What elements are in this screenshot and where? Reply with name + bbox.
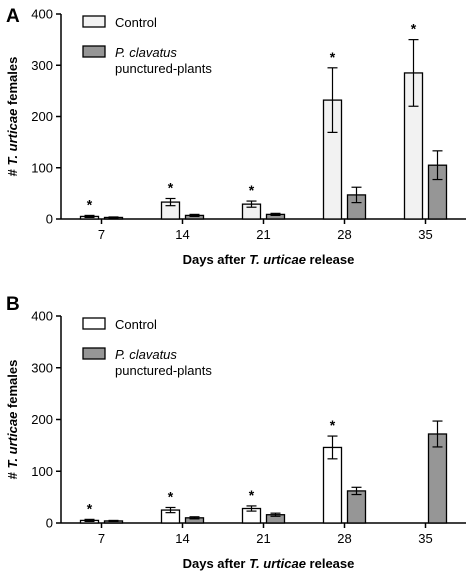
y-tick-label: 100 [31,464,53,479]
x-axis-title: Days after T. urticae release [183,252,355,267]
panel-label: B [6,294,20,315]
y-axis-title-part: T. urticae [5,109,20,166]
x-tick-label: 35 [418,531,432,546]
x-axis-title-part: T. urticae [249,252,306,267]
panel-label: A [6,6,20,27]
y-tick-label: 200 [31,412,53,427]
legend-label: P. clavatus [115,45,177,60]
significance-mark: * [330,49,336,65]
legend-swatch [82,317,106,330]
significance-mark: * [168,180,174,196]
panel-b: B 0 100 200 300 400 7 * 14 * 21 * 28 * 35 Days after T.… [5,294,466,571]
significance-mark: * [249,182,255,198]
bar-punctured [346,490,367,524]
significance-mark: * [249,487,255,503]
legend-label: Control [115,15,157,30]
y-tick-label: 200 [31,109,53,124]
y-tick-label: 300 [31,360,53,375]
x-axis-title-part: release [306,556,354,571]
y-tick-label: 300 [31,58,53,73]
y-axis-title-part: females [5,57,20,109]
significance-mark: * [87,196,93,212]
y-axis-title-part: # [5,469,20,480]
legend-label: Control [115,317,157,332]
x-tick-label: 28 [337,531,351,546]
legend-label: punctured-plants [115,61,212,76]
x-tick-label: 35 [418,227,432,242]
y-tick-label: 400 [31,7,53,22]
y-tick-label: 100 [31,160,53,175]
panel-a: A 0 100 200 300 400 7 * 14 * 21 * 28 * 35 * Days after T… [5,6,466,267]
significance-mark: * [330,417,336,433]
x-tick-label: 28 [337,227,351,242]
x-tick-label: 7 [98,227,105,242]
x-axis-title-part: Days after [183,556,249,571]
y-axis-title: # T. urticae females [5,360,20,480]
significance-mark: * [87,500,93,516]
x-tick-label: 7 [98,531,105,546]
y-tick-label: 0 [46,212,53,227]
y-axis-title-part: # [5,166,20,177]
x-tick-label: 14 [175,531,189,546]
y-axis-title-part: T. urticae [5,412,20,469]
legend-swatch [82,347,106,360]
legend-swatch [82,45,106,58]
x-axis-title-part: Days after [183,252,249,267]
y-axis-title-part: females [5,360,20,412]
x-tick-label: 14 [175,227,189,242]
x-axis-title-part: release [306,252,354,267]
x-tick-label: 21 [256,227,270,242]
significance-mark: * [168,488,174,504]
y-tick-label: 0 [46,516,53,531]
legend-label: P. clavatus [115,347,177,362]
y-tick-label: 400 [31,309,53,324]
significance-mark: * [411,21,417,37]
y-axis-title: # T. urticae females [5,57,20,177]
legend-swatch [82,15,106,28]
x-axis-title-part: T. urticae [249,556,306,571]
x-axis-title: Days after T. urticae release [183,556,355,571]
x-tick-label: 21 [256,531,270,546]
legend-label: punctured-plants [115,363,212,378]
